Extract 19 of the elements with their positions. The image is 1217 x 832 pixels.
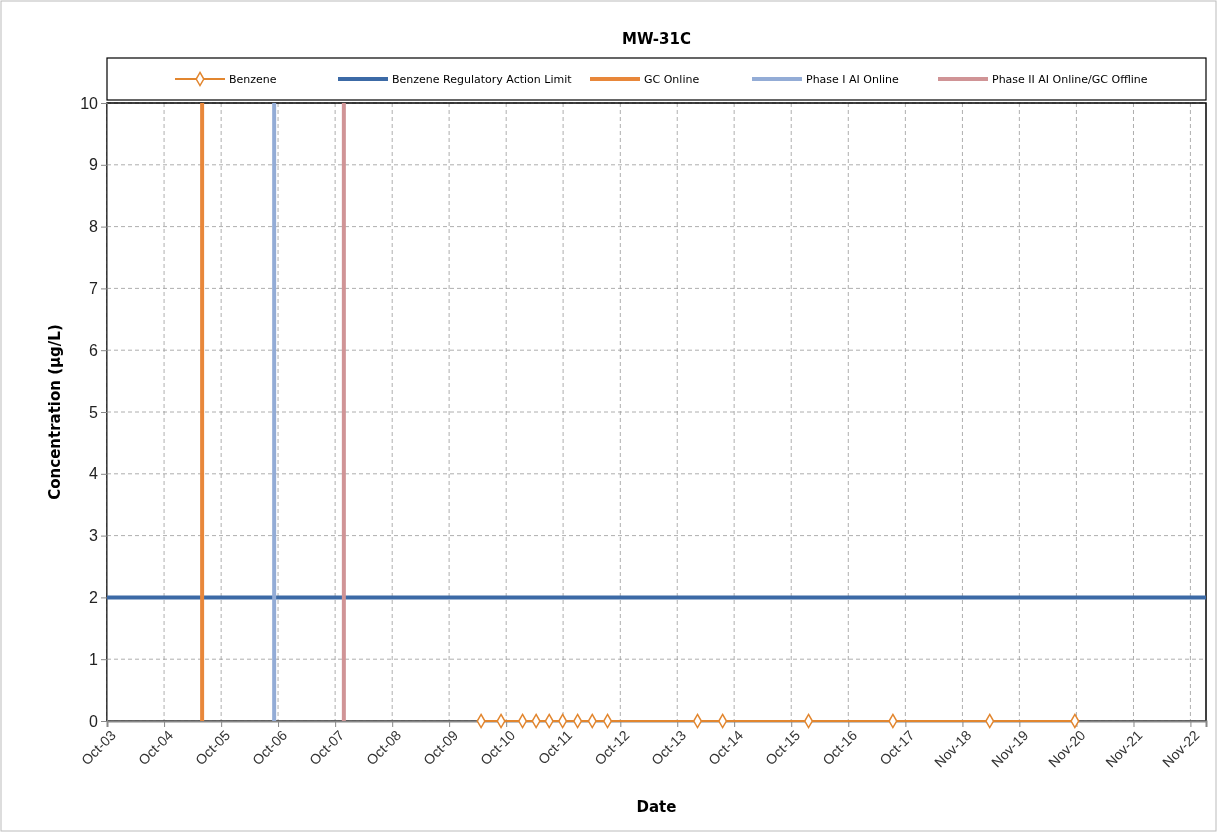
y-tick-label: 7	[89, 280, 99, 298]
legend-label: Phase II AI Online/GC Offline	[992, 73, 1148, 86]
y-tick-label: 4	[89, 465, 99, 483]
y-tick-label: 6	[89, 341, 99, 359]
legend-label: GC Online	[644, 73, 700, 86]
legend-label: Phase I AI Online	[806, 73, 900, 86]
legend-label: Benzene	[229, 73, 277, 86]
y-tick-label: 9	[89, 156, 99, 174]
y-tick-label: 3	[89, 527, 99, 545]
y-tick-label: 10	[80, 94, 99, 112]
x-axis-title: Date	[636, 798, 677, 816]
y-tick-label: 0	[89, 712, 99, 730]
y-tick-label: 8	[89, 218, 99, 236]
y-tick-label: 2	[89, 589, 99, 607]
chart-title: MW-31C	[622, 30, 691, 48]
y-tick-label: 1	[89, 650, 99, 668]
y-axis-title: Concentration (µg/L)	[46, 324, 64, 500]
y-tick-label: 5	[89, 403, 99, 421]
legend-label: Benzene Regulatory Action Limit	[392, 73, 573, 86]
